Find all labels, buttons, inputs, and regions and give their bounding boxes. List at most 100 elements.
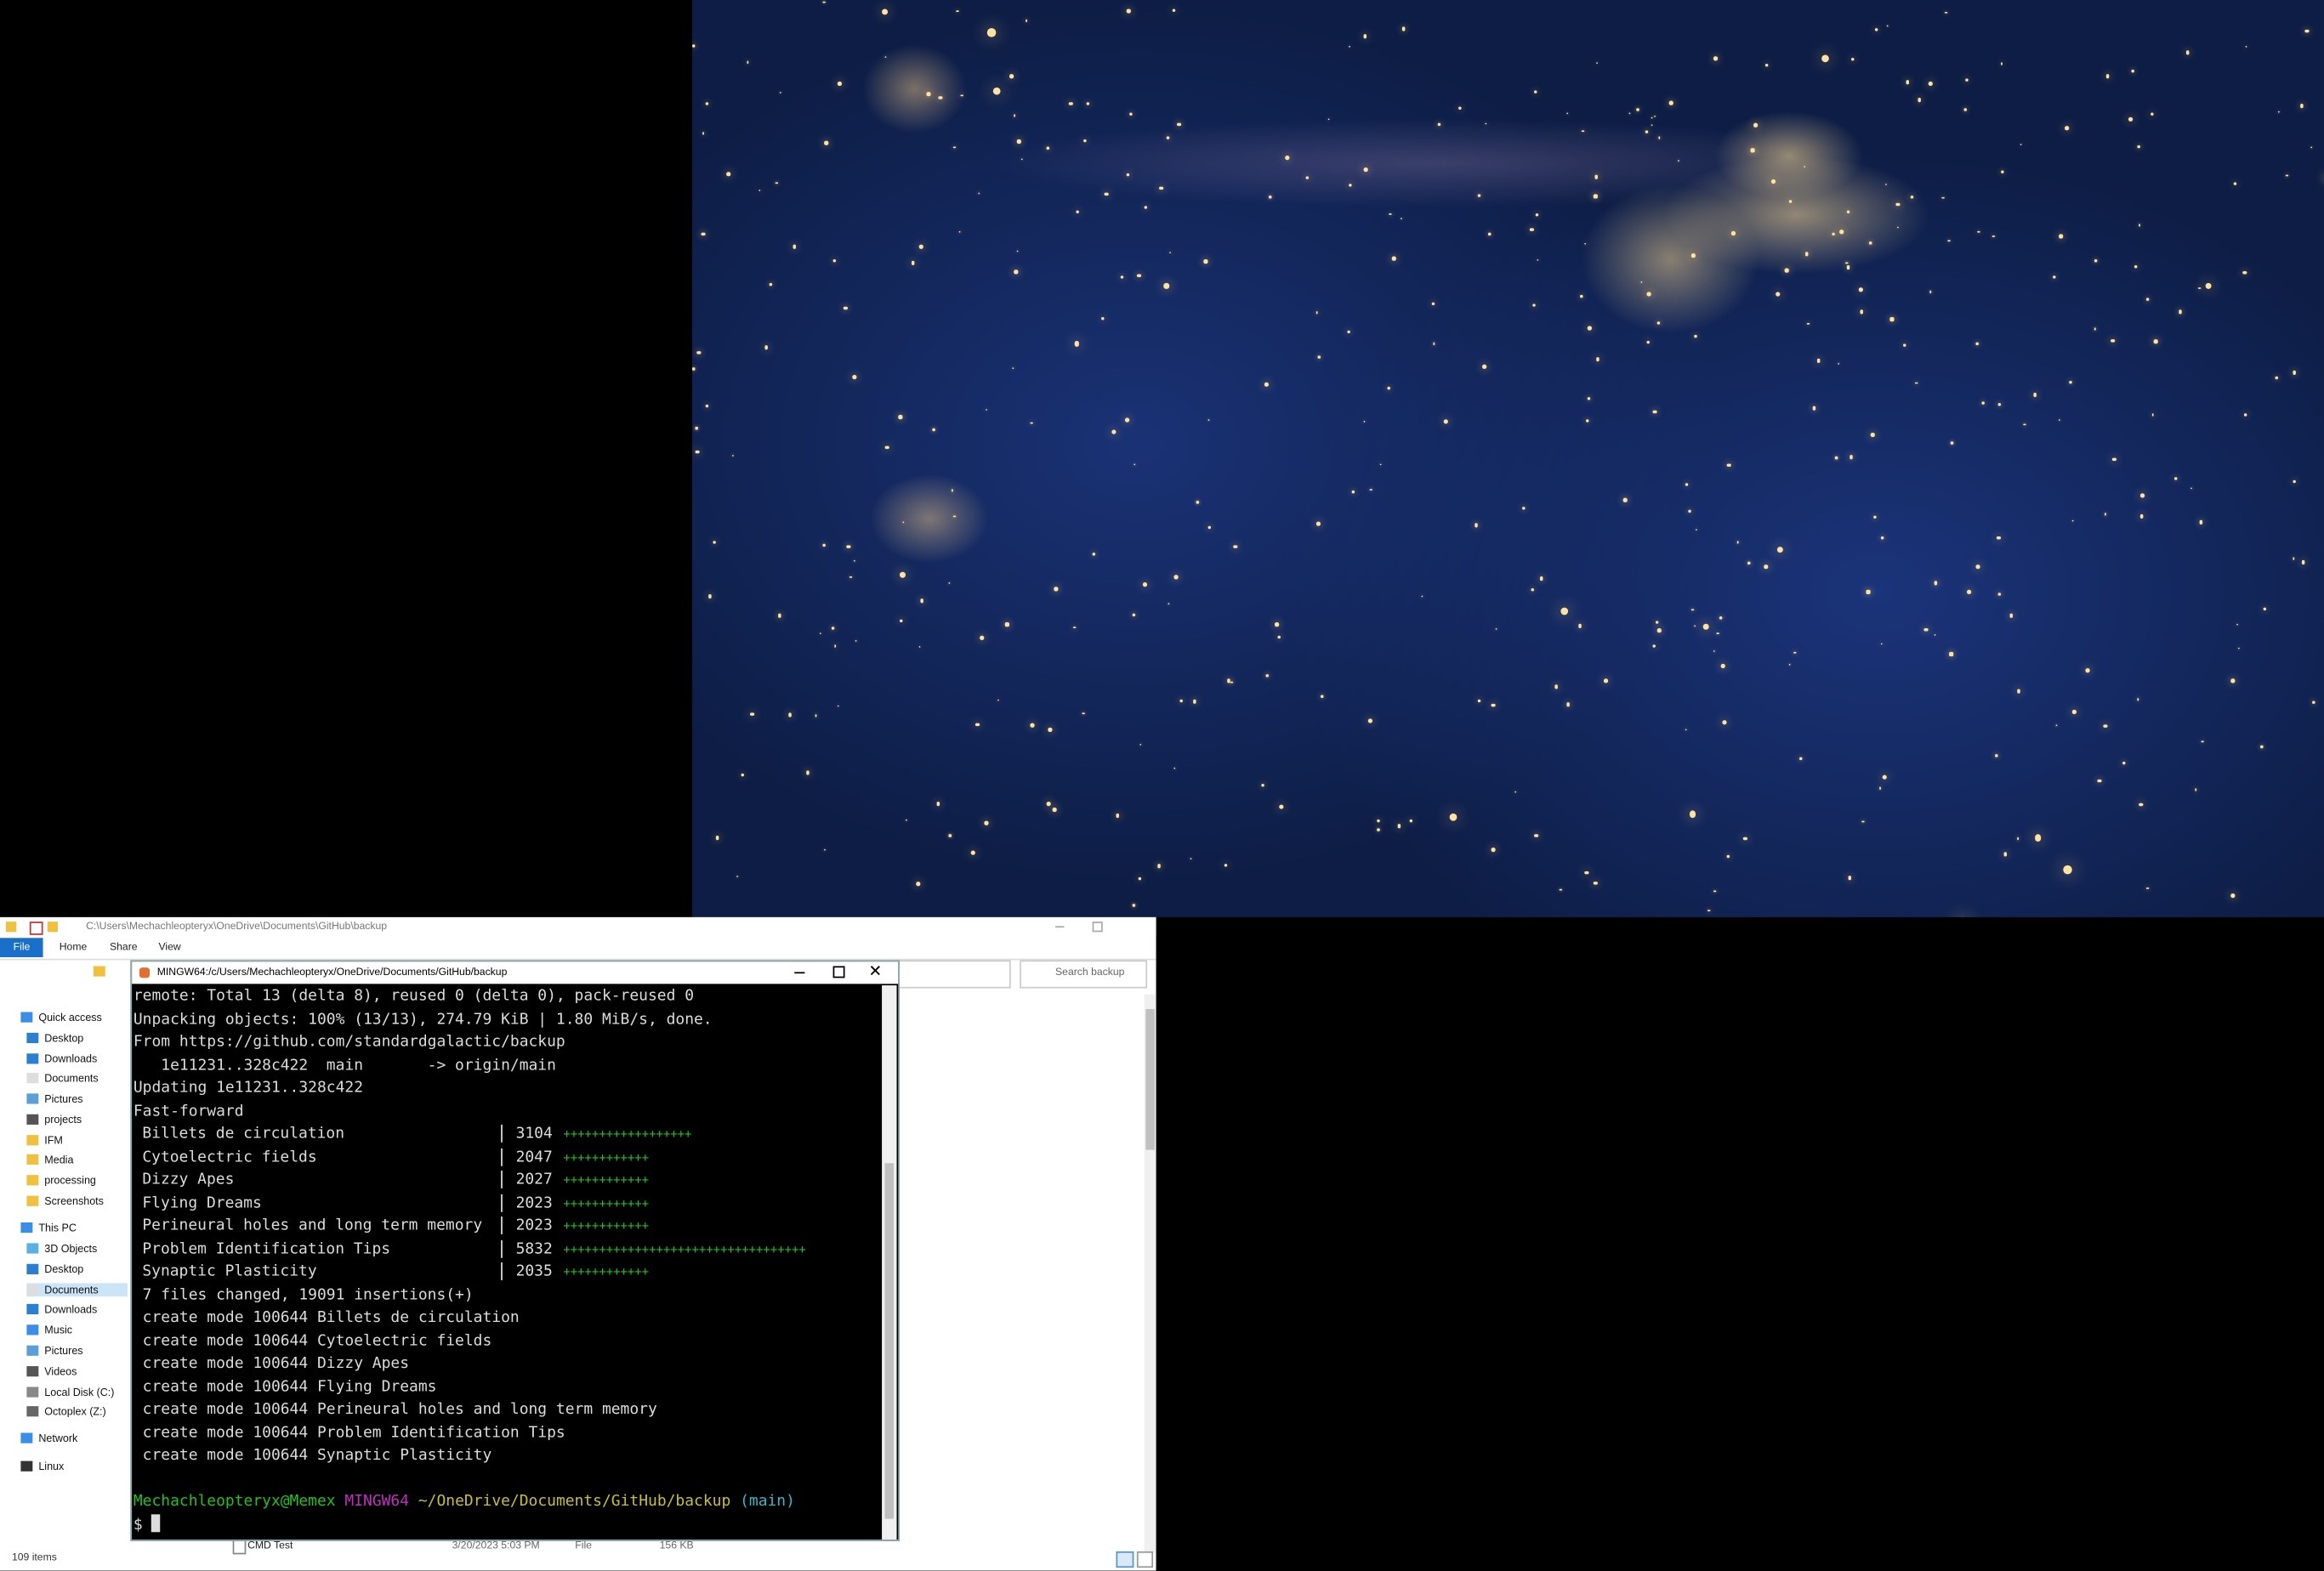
explorer-path: C:\Users\Mechachleopteryx\OneDrive\Docum… (86, 922, 388, 933)
file-icon (232, 1539, 247, 1555)
star-cluster (2020, 143, 2022, 146)
star-cluster (1963, 108, 1967, 111)
sidebar-item[interactable]: IFM (26, 1133, 63, 1147)
sidebar-item[interactable]: Linux (20, 1460, 64, 1473)
sidebar-item[interactable]: 3D Objects (26, 1242, 97, 1255)
diff-count: 2027 (515, 1170, 553, 1188)
star-cluster (1816, 359, 1821, 364)
scrollbar[interactable] (1144, 994, 1156, 1553)
star-cluster (2150, 112, 2155, 116)
terminal-line: create mode 100644 Cytoelectric fields (133, 1331, 492, 1350)
sidebar-item[interactable]: Desktop (26, 1031, 83, 1045)
star-cluster (1009, 74, 1014, 79)
file-date: 3/20/2023 5:03 PM (452, 1540, 540, 1551)
sidebar-item[interactable]: Media (26, 1153, 73, 1166)
sidebar-item[interactable]: Documents (26, 1283, 128, 1297)
star-cluster (2032, 393, 2037, 398)
sidebar-item[interactable]: Documents (26, 1071, 99, 1085)
sidebar-item[interactable]: Pictures (26, 1092, 83, 1105)
star-cluster (1835, 457, 1838, 459)
sidebar-item[interactable]: Screenshots (26, 1194, 104, 1208)
ribbon-tab[interactable]: Share (109, 942, 138, 953)
maximize[interactable] (832, 966, 845, 978)
details-view[interactable] (1116, 1551, 1134, 1568)
search-box[interactable]: Search backup (1020, 960, 1148, 989)
prompt-branch: (main) (740, 1492, 795, 1511)
star-cluster (1747, 561, 1751, 564)
star-cluster (1878, 786, 1881, 790)
star-cluster (1363, 33, 1367, 38)
file-type: File (575, 1540, 592, 1551)
icon-view[interactable] (1136, 1551, 1154, 1568)
star-cluster (1868, 241, 1872, 245)
star-cluster (855, 640, 857, 643)
file-name[interactable]: CMD Test (247, 1540, 293, 1551)
ribbon-tab[interactable]: File (0, 938, 44, 957)
star-cluster (1727, 462, 1731, 467)
sidebar-item[interactable]: Videos (26, 1364, 77, 1378)
star-cluster (1806, 322, 1810, 325)
star-cluster (1996, 536, 2001, 541)
star-cluster (1655, 620, 1658, 624)
star-cluster (1645, 131, 1648, 134)
maximize[interactable] (1092, 922, 1103, 933)
star-cluster (715, 836, 719, 840)
minimize[interactable] (1055, 926, 1065, 928)
sidebar-item[interactable]: Downloads (26, 1302, 97, 1316)
ribbon-tab[interactable]: View (158, 942, 181, 953)
star-cluster (1369, 489, 1372, 491)
star-cluster (939, 96, 943, 100)
scroll-thumb[interactable] (884, 1163, 895, 1519)
sidebar-item[interactable]: Local Disk (C:) (26, 1386, 114, 1398)
star-cluster (1116, 814, 1120, 818)
star-cluster (1881, 774, 1887, 780)
sidebar-item[interactable]: Octoplex (Z:) (26, 1404, 106, 1418)
star-cluster (2179, 310, 2182, 314)
star-cluster (1651, 116, 1653, 119)
prompt-cwd: ~/OneDrive/Documents/GitHub/backup (418, 1492, 731, 1511)
sidebar-item[interactable]: Desktop (26, 1262, 83, 1276)
star-cluster (1884, 184, 1888, 186)
star-cluster (926, 92, 931, 97)
star-cluster (2194, 789, 2197, 791)
star-cluster (1678, 159, 1680, 162)
nav-label: Desktop (44, 1262, 84, 1276)
star-cluster (1992, 235, 1995, 237)
minimize[interactable] (794, 972, 805, 974)
star-cluster (1880, 536, 1884, 540)
star-cluster (1159, 186, 1163, 190)
star-cluster (1087, 102, 1090, 105)
star-cluster (2138, 224, 2141, 227)
close[interactable]: ✕ (868, 962, 883, 981)
star-cluster (2134, 264, 2138, 269)
nav-label: Linux (38, 1459, 65, 1473)
sidebar-item[interactable]: Quick access (20, 1011, 102, 1024)
sidebar-item[interactable]: Pictures (26, 1344, 83, 1358)
sidebar-item[interactable]: processing (26, 1173, 96, 1187)
star-cluster (1850, 455, 1854, 459)
star-cluster (776, 181, 778, 184)
sidebar-item[interactable]: projects (26, 1113, 82, 1126)
star-cluster (2062, 865, 2072, 875)
star-cluster (2260, 745, 2264, 748)
star-cluster (905, 819, 907, 821)
star-cluster (2071, 710, 2077, 715)
star-cluster (1582, 129, 1585, 133)
star-cluster (1874, 27, 1878, 31)
star-cluster (1951, 442, 1953, 445)
star-cluster (1196, 501, 1199, 504)
star-cluster (1054, 587, 1059, 592)
terminal-line: create mode 100644 Perineural holes and … (133, 1400, 657, 1419)
sidebar-item[interactable]: Music (26, 1323, 72, 1336)
nav-label: Documents (44, 1283, 99, 1297)
star-cluster (1641, 281, 1643, 283)
star-cluster (824, 140, 828, 145)
sidebar-item[interactable]: Downloads (26, 1052, 97, 1065)
ribbon-tab[interactable]: Home (59, 942, 88, 953)
star-cluster (2016, 689, 2021, 693)
star-cluster (1157, 864, 1162, 868)
sidebar-item[interactable]: This PC (20, 1221, 77, 1234)
scroll-thumb[interactable] (1145, 1008, 1155, 1150)
sidebar-item[interactable]: Network (20, 1432, 77, 1444)
terminal-scrollbar[interactable] (882, 985, 897, 1540)
